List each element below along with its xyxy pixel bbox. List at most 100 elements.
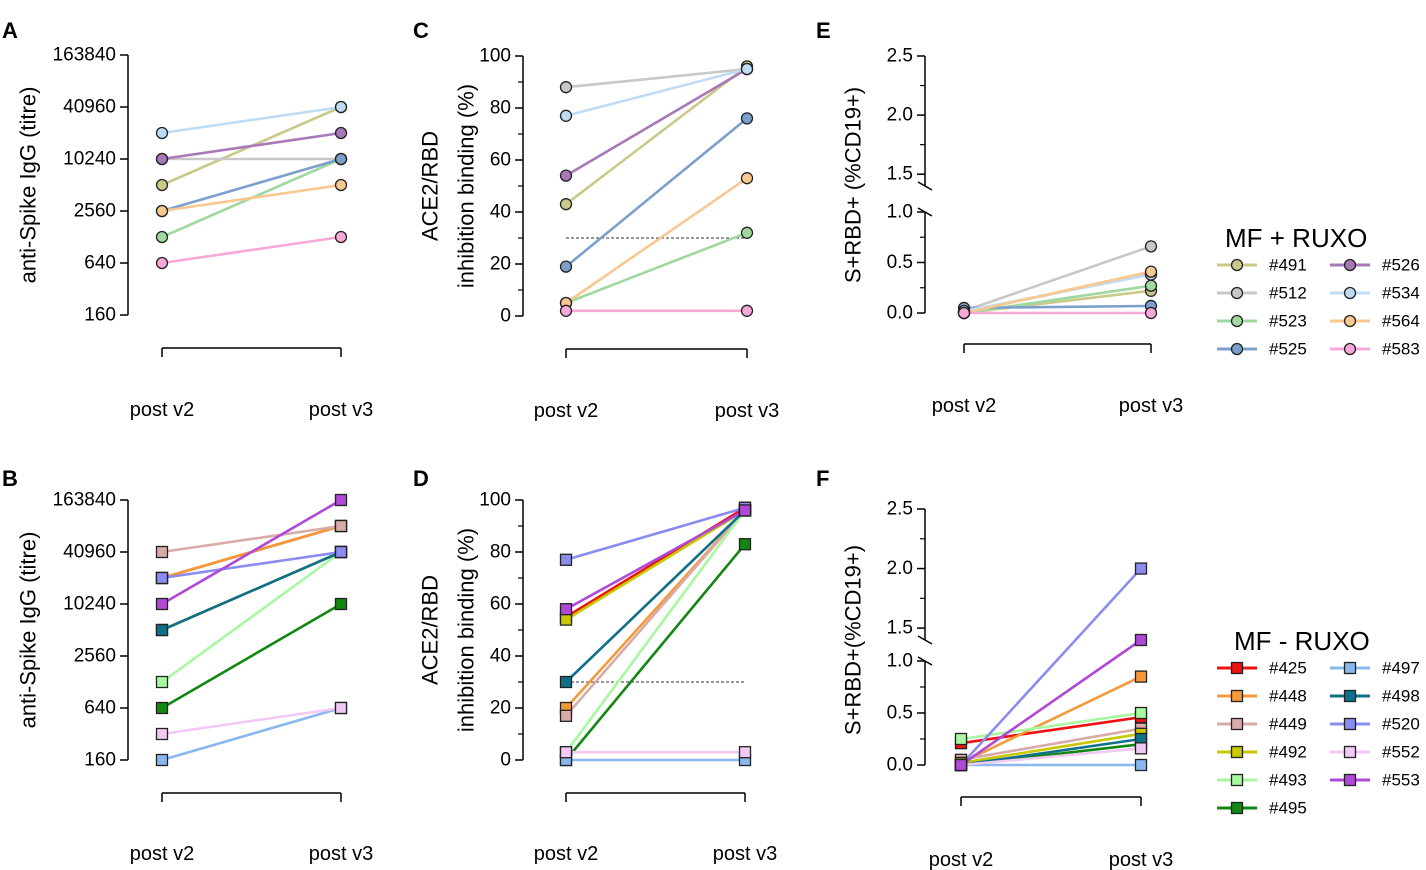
- panel-b-tick-label: 2560: [74, 646, 116, 667]
- panel-f-tick-label: 2.0: [887, 558, 913, 579]
- panel-b-series-line: [160, 550, 343, 580]
- panel-d-series-line: [564, 509, 747, 684]
- panel-f-tick-label: 0.0: [887, 755, 913, 776]
- panel-c-point: [740, 304, 754, 317]
- panel-a-tick-label: 2560: [74, 201, 116, 222]
- legend-swatch-marker: [1343, 342, 1357, 356]
- panel-b-point: [155, 727, 169, 741]
- panel-d-series-line: [564, 509, 747, 611]
- panel-d-series-line: [564, 509, 747, 718]
- panel-a-point: [334, 178, 348, 192]
- legend-swatch-marker: [1230, 801, 1244, 815]
- panel-a-point: [155, 230, 169, 244]
- panel-c-point: [740, 62, 754, 76]
- legend-label: #448: [1269, 687, 1307, 706]
- panel-f-tick-label: 1.5: [887, 618, 913, 639]
- panel-e-point: [1144, 306, 1158, 320]
- panel-e-tick-label: 2.5: [887, 46, 913, 67]
- panel-d-tick-label: 60: [490, 594, 511, 615]
- panel-d-series-line: [564, 542, 747, 762]
- panel-c-point: [740, 172, 754, 185]
- panel-c-letter: C: [413, 18, 429, 43]
- panel-e-x-tick-label: post v3: [1119, 395, 1183, 417]
- panel-d-point: [559, 675, 573, 689]
- panel-c-point: [740, 226, 754, 239]
- panel-a-tick-label: 163840: [53, 45, 116, 66]
- panel-f-point: [1134, 706, 1148, 720]
- legend-swatch-marker: [1230, 258, 1244, 272]
- panel-f-point: [1134, 670, 1148, 683]
- legend-title: MF - RUXO: [1234, 626, 1370, 656]
- panel-e-point: [1144, 279, 1158, 292]
- legend-label: #523: [1269, 312, 1307, 331]
- panel-c-x-tick-label: post v3: [715, 400, 779, 422]
- panel-f-tick-label: 0.5: [887, 703, 913, 724]
- panel-f-point: [1134, 742, 1148, 755]
- panel-a-tick-label: 160: [84, 305, 116, 326]
- panel-d-y-title-line2: inhibition binding (%): [454, 528, 479, 732]
- panel-e-tick-label: 0.0: [887, 303, 913, 324]
- legend-label: #495: [1269, 799, 1307, 818]
- panel-a-point: [155, 126, 169, 140]
- panel-f-y-title: S+RBD+(%CD19+): [841, 545, 866, 735]
- panel-c-series-line: [564, 67, 749, 177]
- panel-b-y-title: anti-Spike IgG (titre): [16, 532, 41, 729]
- legend-swatch-marker: [1230, 286, 1244, 300]
- panel-b-tick-label: 40960: [63, 542, 116, 563]
- panel-e-tick-label: 1.0: [887, 202, 913, 223]
- legend-swatch-marker: [1343, 745, 1357, 759]
- legend-label: #534: [1382, 284, 1420, 303]
- panel-f-series-line: [959, 711, 1143, 741]
- panel-f-tick-label: 2.5: [887, 499, 913, 520]
- panel-b-point: [334, 597, 348, 611]
- panel-c-series-line: [564, 117, 749, 268]
- panel-f-series-line: [959, 715, 1143, 745]
- panel-c-series-line: [564, 67, 749, 89]
- panel-c-tick-label: 40: [490, 202, 511, 223]
- panel-b-point: [155, 597, 169, 611]
- panel-c-series-line: [564, 67, 749, 118]
- panel-e-letter: E: [816, 18, 831, 43]
- legend-swatch-marker: [1230, 689, 1244, 703]
- panel-f-series-line: [959, 675, 1143, 765]
- panel-d-point: [559, 553, 573, 566]
- legend-label: #498: [1382, 687, 1420, 706]
- panel-f-point: [954, 732, 968, 746]
- panel-d-tick-label: 0: [500, 750, 511, 771]
- panel-d-tick-label: 40: [490, 646, 511, 667]
- panel-f-x-tick-label: post v3: [1109, 849, 1173, 870]
- panel-e-point: [1144, 240, 1158, 253]
- panel-a-point: [334, 100, 348, 114]
- panel-a-tick-label: 10240: [63, 149, 116, 170]
- panel-c-y-title: ACE2/RBD: [418, 131, 443, 241]
- legend-label: #512: [1269, 284, 1307, 303]
- panel-a-point: [334, 126, 348, 140]
- panel-b-series-line: [160, 706, 343, 736]
- panel-f-point: [1134, 758, 1148, 772]
- panel-d-point: [738, 538, 752, 551]
- panel-e-point: [957, 306, 971, 320]
- panel-a-letter: A: [2, 18, 18, 43]
- panel-b-point: [334, 519, 348, 533]
- panel-c-tick-label: 60: [490, 150, 511, 171]
- legend-swatch-marker: [1343, 773, 1357, 787]
- panel-b-series-line: [160, 602, 343, 710]
- panel-a-point: [155, 152, 169, 166]
- panel-b-tick-label: 640: [84, 698, 116, 719]
- legend-swatch-marker: [1343, 689, 1357, 703]
- legend-label: #553: [1382, 771, 1420, 790]
- panel-b-point: [155, 701, 169, 715]
- panel-b-x-tick-label: post v3: [309, 843, 373, 865]
- panel-c-tick-label: 80: [490, 98, 511, 119]
- panel-a-point: [334, 152, 348, 166]
- panel-d-point: [738, 504, 752, 517]
- panel-a-series-line: [160, 131, 343, 161]
- panel-d-x-tick-label: post v3: [713, 843, 777, 865]
- panel-b-series-line: [160, 550, 343, 632]
- panel-f-letter: F: [816, 466, 829, 491]
- legend-swatch-marker: [1343, 314, 1357, 328]
- panel-c-point: [559, 109, 573, 122]
- panel-f-series-line: [959, 727, 1143, 762]
- legend-swatch-marker: [1230, 314, 1244, 328]
